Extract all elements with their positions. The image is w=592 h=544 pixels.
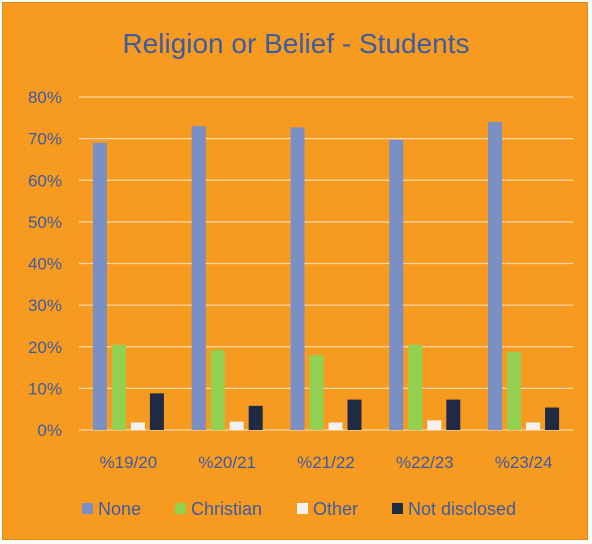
x-tick-label: %23/24 [495,453,553,472]
bar [389,139,404,430]
bar [290,127,305,430]
y-tick-label: 50% [28,213,62,232]
legend-swatch [175,503,186,514]
x-tick-label: %22/23 [396,453,454,472]
y-tick-label: 30% [28,296,62,315]
y-tick-label: 10% [28,379,62,398]
bar [328,422,343,430]
legend-label: Not disclosed [408,499,516,519]
bar [111,344,126,430]
y-axis-labels: 0% 10% 20% 30% 40% 50% 60% 70% 80% [28,88,62,440]
legend: None Christian Other Not disclosed [82,499,516,519]
x-axis-labels: %19/20 %20/21 %21/22 %22/23 %23/24 [100,453,553,472]
x-tick-label: %19/20 [100,453,158,472]
legend-label: None [98,499,141,519]
bar [526,422,541,430]
bar [229,421,244,430]
bar [347,399,362,430]
bar [130,422,145,430]
y-tick-label: 60% [28,171,62,190]
bar [507,351,522,430]
y-tick-label: 40% [28,255,62,274]
y-tick-label: 70% [28,130,62,149]
x-tick-label: %20/21 [198,453,256,472]
legend-swatch [297,503,308,514]
y-tick-label: 0% [37,421,62,440]
y-tick-label: 80% [28,88,62,107]
bar [248,405,263,430]
bar [427,420,442,430]
bar [149,393,164,430]
bar [545,407,560,430]
x-tick-label: %21/22 [297,453,355,472]
legend-label: Christian [191,499,262,519]
bars [92,121,560,430]
legend-swatch [392,503,403,514]
bar [488,121,503,430]
bar [191,126,206,430]
bar [309,355,324,430]
bar [92,142,107,430]
bar [408,344,423,430]
bar [210,350,225,430]
chart-title: Religion or Belief - Students [122,28,470,59]
y-tick-label: 20% [28,338,62,357]
legend-label: Other [313,499,358,519]
bar [446,399,461,430]
legend-swatch [82,503,93,514]
